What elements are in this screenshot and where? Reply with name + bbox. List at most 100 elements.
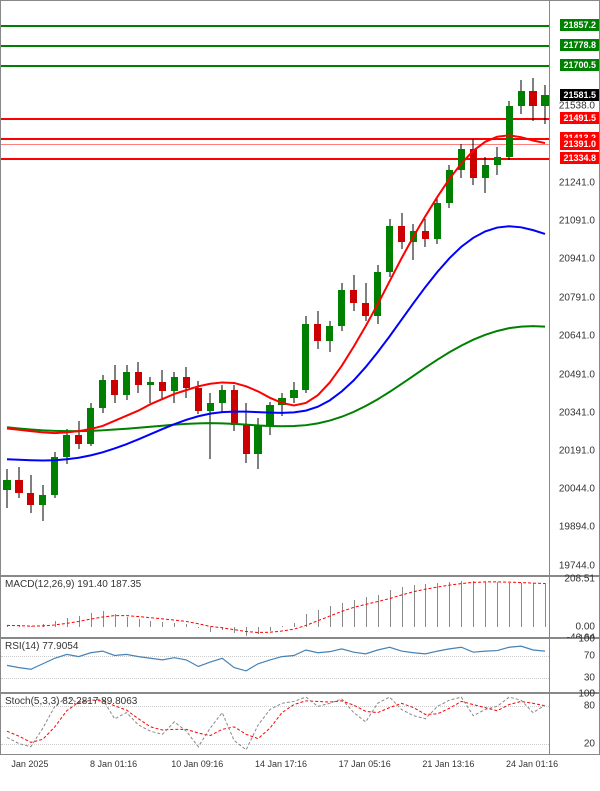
price-level-label: 21491.5 xyxy=(560,112,599,124)
candle xyxy=(147,377,154,403)
macd-histogram-bar xyxy=(162,622,163,627)
x-tick: Jan 2025 xyxy=(11,759,48,769)
macd-histogram-bar xyxy=(437,583,438,627)
x-tick: 24 Jan 01:16 xyxy=(506,759,558,769)
x-tick: 21 Jan 13:16 xyxy=(422,759,474,769)
rsi-label: RSI(14) 77.9054 xyxy=(5,641,78,652)
y-tick: 0.00 xyxy=(576,622,595,633)
macd-histogram-bar xyxy=(497,582,498,627)
current-price-label: 21581.5 xyxy=(560,89,599,101)
candle xyxy=(362,283,369,321)
candle xyxy=(314,311,321,349)
candle xyxy=(39,485,46,521)
y-tick: 70 xyxy=(584,650,595,661)
candle xyxy=(63,429,70,465)
y-tick: 30 xyxy=(584,672,595,683)
candle xyxy=(207,393,214,460)
price-level-label: 21778.8 xyxy=(560,39,599,51)
candle xyxy=(51,452,58,498)
candle xyxy=(219,385,226,413)
macd-histogram-bar xyxy=(174,623,175,627)
macd-histogram-bar xyxy=(509,583,510,627)
time-x-axis: Jan 20258 Jan 01:1610 Jan 09:1614 Jan 17… xyxy=(0,755,550,791)
support-line xyxy=(1,118,551,120)
support-line xyxy=(1,158,551,160)
y-tick: 208.51 xyxy=(564,573,595,584)
macd-histogram-bar xyxy=(449,582,450,628)
macd-histogram-bar xyxy=(55,621,56,627)
candle xyxy=(3,469,10,507)
macd-histogram-bar xyxy=(330,606,331,627)
y-tick: 19744.0 xyxy=(559,560,595,571)
candle xyxy=(398,213,405,249)
price-level-label: 21391.0 xyxy=(560,138,599,150)
stoch-panel[interactable]: Stoch(5,3,3) 82.2817 89.8063 1008020 xyxy=(0,693,600,755)
macd-histogram-bar xyxy=(270,627,271,631)
macd-histogram-bar xyxy=(414,585,415,627)
resistance-line xyxy=(1,65,551,67)
macd-panel[interactable]: MACD(12,26,9) 191.40 187.35 208.510.00-4… xyxy=(0,576,600,638)
macd-histogram-bar xyxy=(43,624,44,627)
macd-histogram-bar xyxy=(473,581,474,627)
y-tick: 100 xyxy=(578,634,595,645)
support-line xyxy=(1,138,551,140)
candle xyxy=(15,467,22,498)
macd-histogram-bar xyxy=(366,597,367,627)
stoch-y-axis: 1008020 xyxy=(549,694,599,754)
candle xyxy=(123,365,130,401)
candle xyxy=(482,157,489,193)
price-panel[interactable]: 19744.019894.020044.020191.020341.020491… xyxy=(0,0,600,576)
macd-histogram-bar xyxy=(7,625,8,627)
macd-histogram-bar xyxy=(91,613,92,628)
y-tick: 20341.0 xyxy=(559,407,595,418)
candle xyxy=(278,393,285,416)
candle xyxy=(135,362,142,393)
candle xyxy=(326,321,333,352)
rsi-panel[interactable]: RSI(14) 77.9054 10070300 xyxy=(0,638,600,693)
macd-histogram-bar xyxy=(354,600,355,628)
macd-histogram-bar xyxy=(31,626,32,627)
macd-histogram-bar xyxy=(485,582,486,628)
rsi-plot-area xyxy=(1,639,551,692)
macd-histogram-bar xyxy=(150,621,151,628)
price-level-label: 21857.2 xyxy=(560,19,599,31)
candle xyxy=(506,101,513,160)
candle xyxy=(374,265,381,324)
price-plot-area[interactable] xyxy=(1,1,551,575)
candle xyxy=(27,475,34,513)
candle xyxy=(183,367,190,398)
candle xyxy=(75,421,82,449)
macd-histogram-bar xyxy=(545,583,546,628)
candle xyxy=(470,139,477,185)
candle xyxy=(266,402,273,435)
y-tick: 20941.0 xyxy=(559,254,595,265)
candle xyxy=(541,85,548,123)
candle xyxy=(434,198,441,244)
resistance-line xyxy=(1,45,551,47)
macd-histogram-bar xyxy=(103,611,104,627)
y-tick: 21538.0 xyxy=(559,101,595,112)
y-tick: 20791.0 xyxy=(559,292,595,303)
candle xyxy=(195,381,202,414)
macd-histogram-bar xyxy=(294,623,295,628)
candle xyxy=(350,275,357,311)
candle xyxy=(518,80,525,113)
y-tick: 20044.0 xyxy=(559,483,595,494)
macd-histogram-bar xyxy=(461,581,462,628)
macd-histogram-bar xyxy=(246,627,247,636)
candle xyxy=(171,372,178,403)
candle xyxy=(99,375,106,413)
y-tick: 20641.0 xyxy=(559,331,595,342)
macd-histogram-bar xyxy=(115,614,116,628)
macd-histogram-bar xyxy=(342,603,343,628)
macd-histogram-bar xyxy=(318,610,319,628)
macd-histogram-bar xyxy=(402,587,403,627)
x-tick: 8 Jan 01:16 xyxy=(90,759,137,769)
candle xyxy=(290,382,297,402)
macd-histogram-bar xyxy=(282,626,283,627)
macd-histogram-bar xyxy=(79,616,80,628)
y-tick: 19894.0 xyxy=(559,522,595,533)
candle xyxy=(338,283,345,332)
macd-histogram-bar xyxy=(378,595,379,628)
price-y-axis: 19744.019894.020044.020191.020341.020491… xyxy=(549,1,599,575)
